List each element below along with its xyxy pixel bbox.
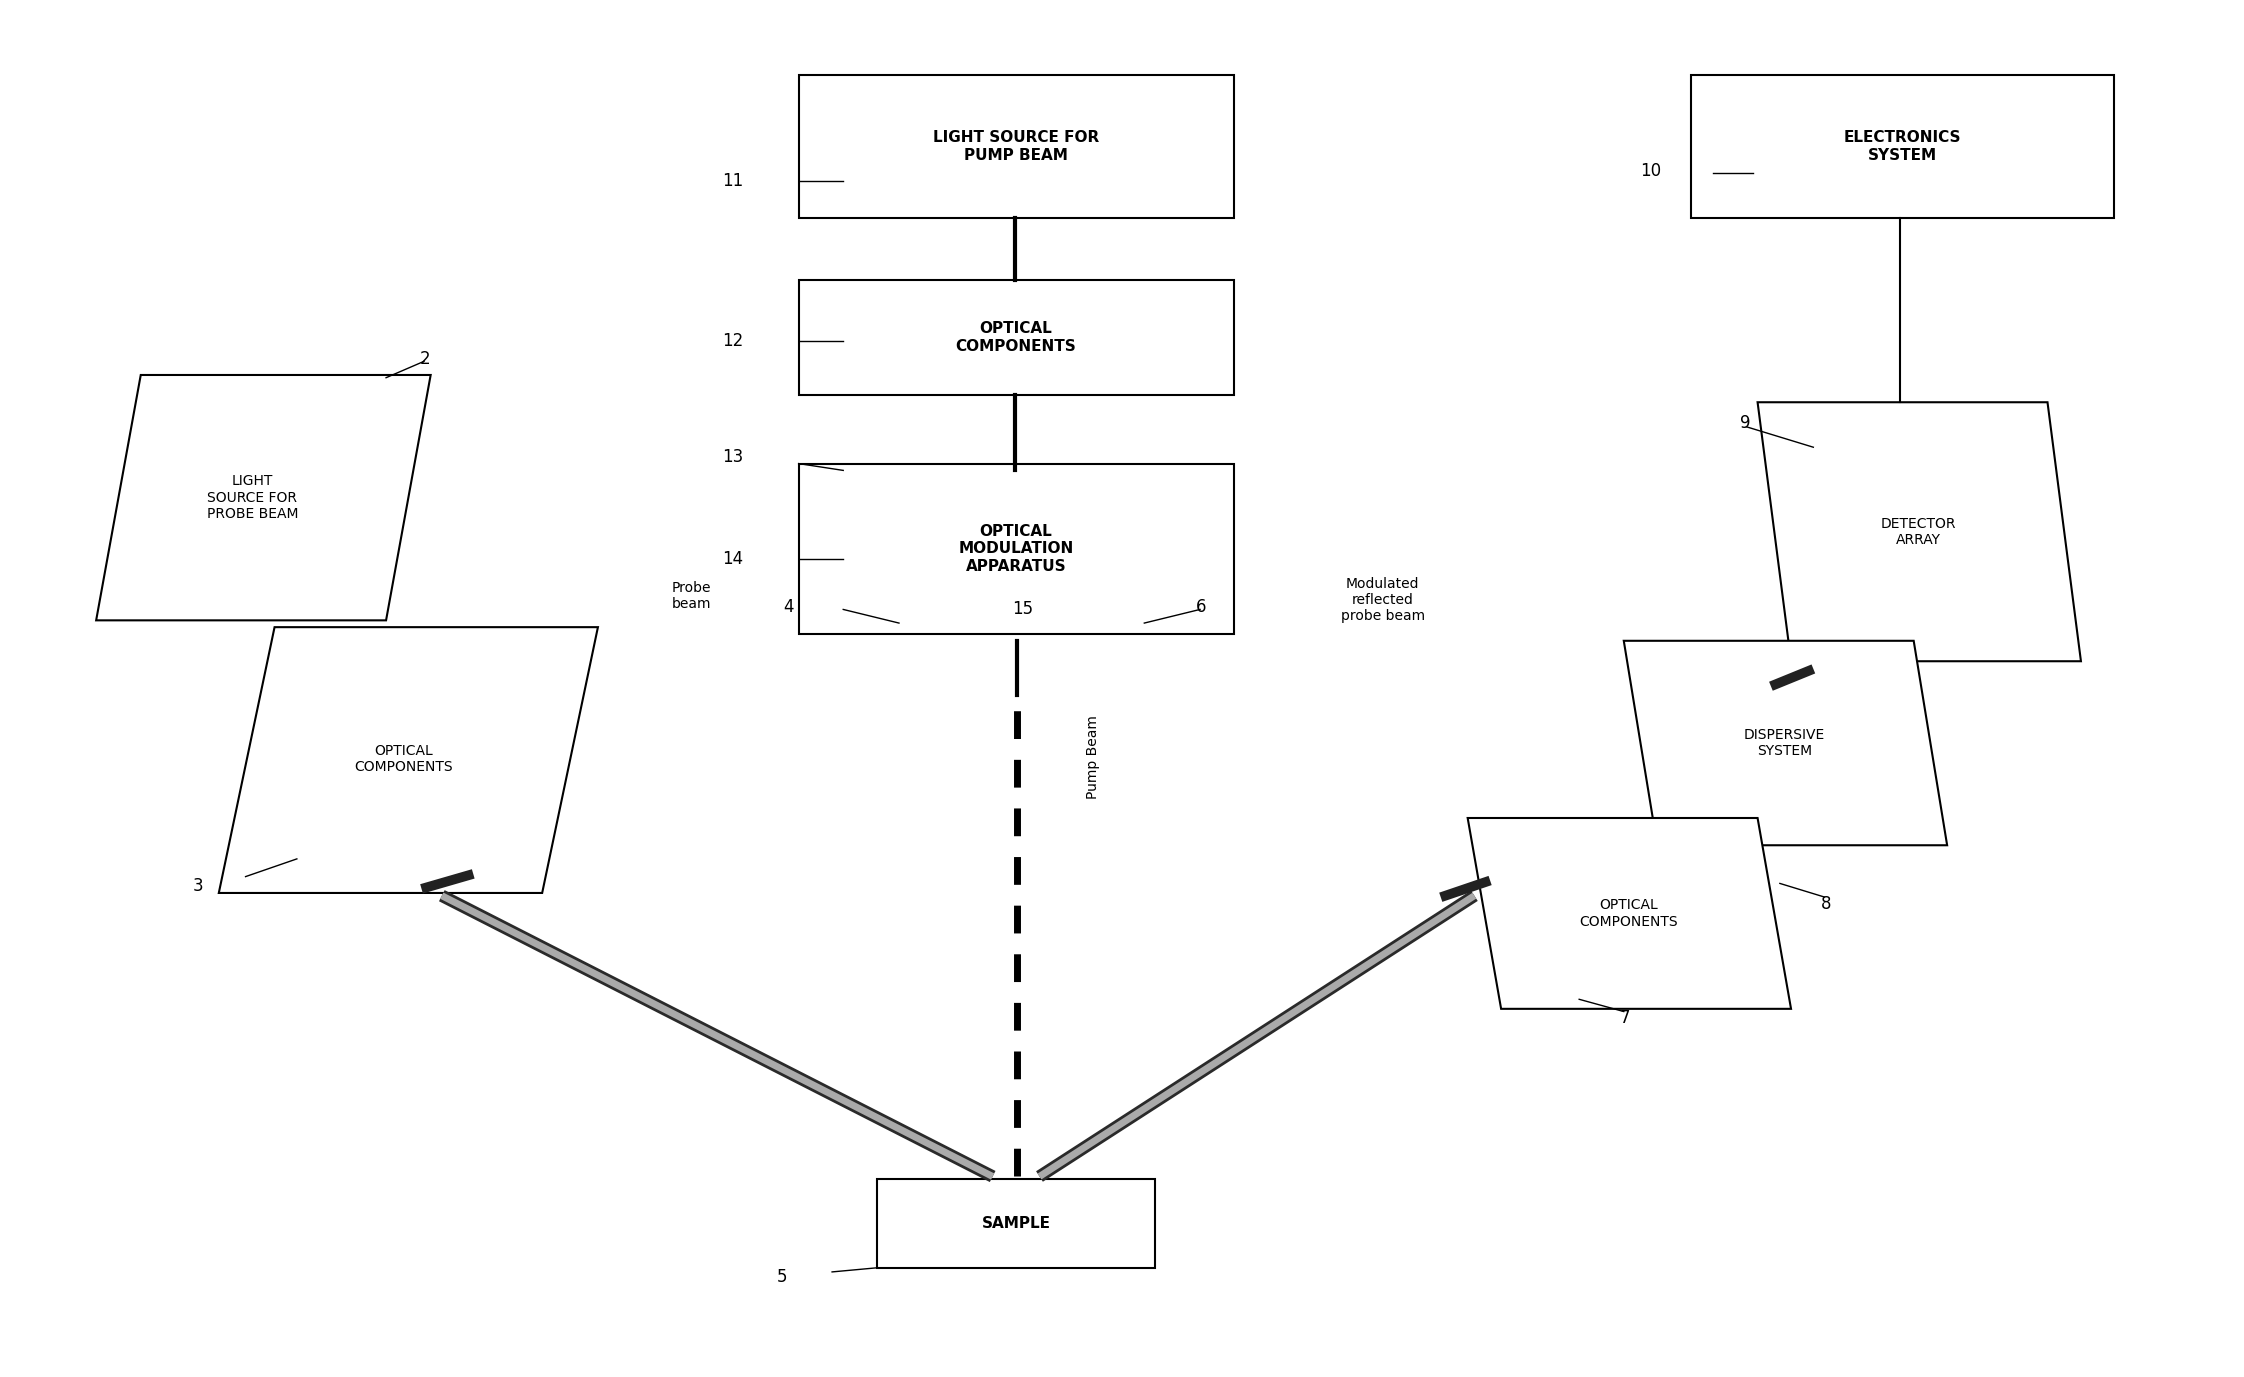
- Text: 8: 8: [1820, 895, 1831, 913]
- Bar: [1690, 76, 2114, 218]
- Bar: [799, 280, 1234, 395]
- Text: 6: 6: [1196, 598, 1207, 616]
- Text: 15: 15: [1012, 600, 1032, 618]
- Text: DISPERSIVE
SYSTEM: DISPERSIVE SYSTEM: [1744, 728, 1824, 759]
- Text: 2: 2: [420, 350, 431, 368]
- Polygon shape: [1757, 402, 2080, 661]
- Text: LIGHT SOURCE FOR
PUMP BEAM: LIGHT SOURCE FOR PUMP BEAM: [934, 131, 1100, 162]
- Polygon shape: [1625, 640, 1948, 845]
- Polygon shape: [220, 627, 597, 892]
- Text: 4: 4: [783, 598, 794, 616]
- Text: 9: 9: [1741, 413, 1750, 432]
- Text: Probe
beam: Probe beam: [671, 581, 711, 611]
- Text: OPTICAL
MODULATION
APPARATUS: OPTICAL MODULATION APPARATUS: [958, 523, 1073, 574]
- Text: SAMPLE: SAMPLE: [981, 1216, 1050, 1231]
- Text: Modulated
reflected
probe beam: Modulated reflected probe beam: [1340, 577, 1425, 624]
- Polygon shape: [1468, 818, 1791, 1009]
- Text: 11: 11: [723, 172, 743, 190]
- Text: ELECTRONICS
SYSTEM: ELECTRONICS SYSTEM: [1845, 131, 1961, 162]
- Bar: [799, 464, 1234, 633]
- Text: 3: 3: [193, 877, 204, 895]
- Text: DETECTOR
ARRAY: DETECTOR ARRAY: [1880, 516, 1957, 547]
- Polygon shape: [96, 375, 431, 621]
- Text: OPTICAL
COMPONENTS: OPTICAL COMPONENTS: [956, 321, 1077, 354]
- Text: 14: 14: [723, 549, 743, 567]
- Text: 5: 5: [776, 1268, 788, 1286]
- Text: LIGHT
SOURCE FOR
PROBE BEAM: LIGHT SOURCE FOR PROBE BEAM: [206, 475, 298, 521]
- Text: 13: 13: [723, 448, 743, 465]
- Bar: [799, 76, 1234, 218]
- Text: 7: 7: [1620, 1009, 1631, 1027]
- Bar: [877, 1179, 1156, 1268]
- Text: Pump Beam: Pump Beam: [1086, 715, 1100, 799]
- Text: 12: 12: [723, 332, 743, 350]
- Text: 10: 10: [1640, 161, 1663, 179]
- Text: OPTICAL
COMPONENTS: OPTICAL COMPONENTS: [355, 745, 453, 774]
- Text: OPTICAL
COMPONENTS: OPTICAL COMPONENTS: [1580, 898, 1679, 928]
